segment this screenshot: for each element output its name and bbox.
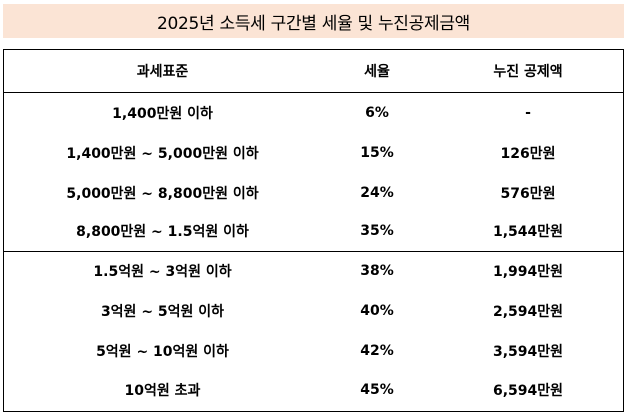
tax-rate-cell: 6%: [365, 105, 389, 121]
tax-base-cell: 1.5억원 ~ 3억원 이하: [93, 264, 232, 280]
tax-rate-cell: 15%: [360, 145, 394, 161]
page-title: 2025년 소득세 구간별 세율 및 누진공제금액: [156, 13, 471, 34]
section-divider: [4, 251, 623, 252]
table-row: 5억원 ~ 10억원 이하 42% 3,594만원: [4, 331, 623, 371]
deduction-cell: -: [525, 105, 531, 121]
header-tax-base: 과세표준: [136, 64, 189, 80]
tax-base-cell: 8,800만원 ~ 1.5억원 이하: [76, 224, 249, 240]
deduction-cell: 1,544만원: [492, 224, 564, 240]
tax-rate-cell: 42%: [360, 343, 394, 359]
deduction-cell: 2,594만원: [492, 304, 564, 320]
tax-rate-table: 과세표준 세율 누진 공제액 1,400만원 이하 6% - 1,400만원 ~…: [3, 49, 624, 412]
tax-base-cell: 10억원 초과: [124, 383, 201, 399]
deduction-cell: 3,594만원: [492, 344, 564, 360]
deduction-cell: 126만원: [500, 146, 556, 162]
table-row: 5,000만원 ~ 8,800만원 이하 24% 576만원: [4, 173, 623, 213]
tax-rate-cell: 35%: [360, 223, 394, 239]
table-row: 1,400만원 ~ 5,000만원 이하 15% 126만원: [4, 133, 623, 173]
deduction-cell: 1,994만원: [492, 264, 564, 280]
tax-rate-cell: 24%: [360, 185, 394, 201]
table-row: 8,800만원 ~ 1.5억원 이하 35% 1,544만원: [4, 211, 623, 251]
tax-rate-cell: 45%: [360, 382, 394, 398]
tax-base-cell: 1,400만원 이하: [112, 106, 213, 122]
header-divider: [4, 92, 623, 93]
tax-rate-cell: 38%: [360, 263, 394, 279]
tax-rate-cell: 40%: [360, 303, 394, 319]
table-row: 10억원 초과 45% 6,594만원: [4, 370, 623, 410]
title-banner: 2025년 소득세 구간별 세율 및 누진공제금액: [3, 4, 624, 38]
tax-base-cell: 5,000만원 ~ 8,800만원 이하: [66, 186, 259, 202]
tax-base-cell: 1,400만원 ~ 5,000만원 이하: [66, 146, 259, 162]
tax-base-cell: 3억원 ~ 5억원 이하: [100, 304, 225, 320]
deduction-cell: 576만원: [500, 186, 556, 202]
header-progressive-deduction: 누진 공제액: [493, 64, 563, 80]
table-row: 1.5억원 ~ 3억원 이하 38% 1,994만원: [4, 252, 623, 290]
table-row: 3억원 ~ 5억원 이하 40% 2,594만원: [4, 291, 623, 331]
tax-base-cell: 5억원 ~ 10억원 이하: [96, 344, 229, 360]
deduction-cell: 6,594만원: [492, 383, 564, 399]
table-row: 1,400만원 이하 6% -: [4, 93, 623, 133]
header-tax-rate: 세율: [364, 64, 390, 80]
table-header-row: 과세표준 세율 누진 공제액: [4, 50, 623, 92]
